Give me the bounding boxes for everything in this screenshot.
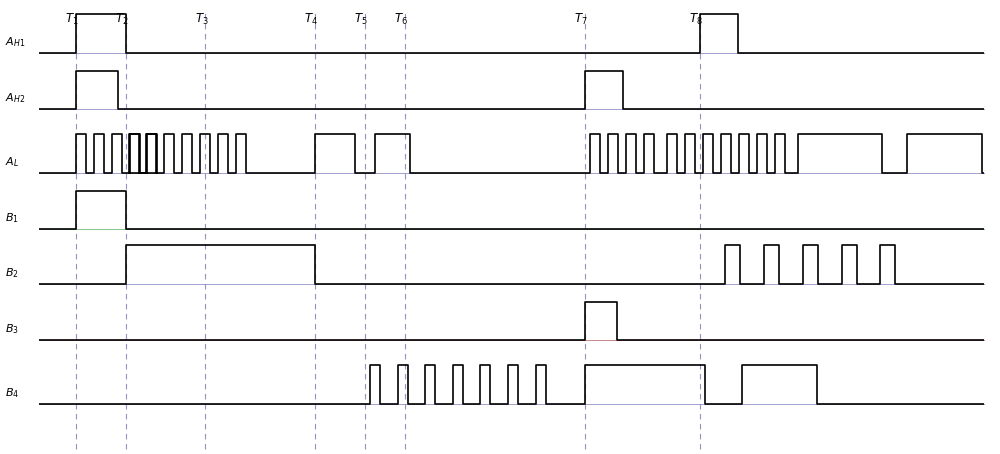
Text: $B_1$: $B_1$ [5, 212, 19, 226]
Text: $T_{5}$: $T_{5}$ [354, 12, 368, 27]
Text: $B_3$: $B_3$ [5, 322, 19, 336]
Text: $T_{4}$: $T_{4}$ [304, 12, 318, 27]
Text: $T_{2}$: $T_{2}$ [115, 12, 128, 27]
Text: $A_{H2}$: $A_{H2}$ [5, 92, 25, 105]
Text: $T_{6}$: $T_{6}$ [394, 12, 408, 27]
Text: $A_{H1}$: $A_{H1}$ [5, 35, 25, 49]
Text: $T_{8}$: $T_{8}$ [689, 12, 703, 27]
Text: $B_2$: $B_2$ [5, 266, 18, 280]
Text: $T_{1}$: $T_{1}$ [65, 12, 78, 27]
Text: $B_4$: $B_4$ [5, 386, 19, 400]
Text: $T_{3}$: $T_{3}$ [195, 12, 208, 27]
Text: $A_L$: $A_L$ [5, 155, 19, 169]
Text: $T_{7}$: $T_{7}$ [574, 12, 588, 27]
